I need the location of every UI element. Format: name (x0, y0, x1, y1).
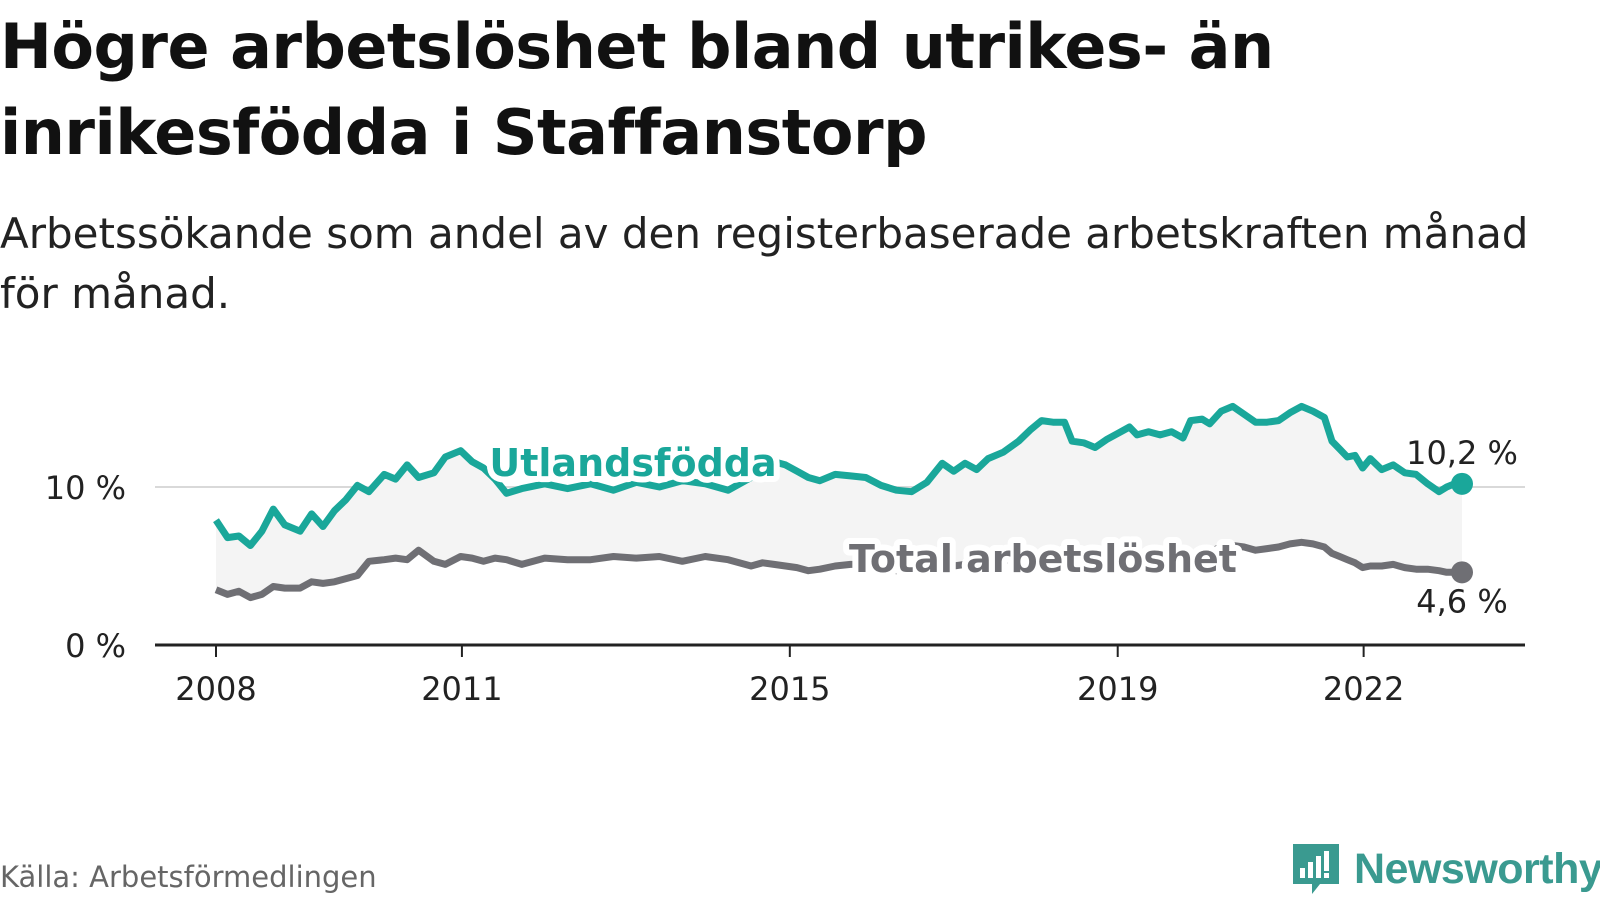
x-tick-label-2015: 2015 (749, 670, 830, 708)
x-tick-label-2022: 2022 (1323, 670, 1404, 708)
gap-band (216, 406, 1462, 598)
series-label-foreign-born-text: Utlandsfödda (489, 441, 776, 485)
end-marker-foreign-born (1451, 472, 1473, 495)
unemployment-line-chart: 2008 2011 2015 2019 2022 0 % 10 % Utlandsfödda… (45, 402, 1525, 708)
x-tick-label-2011: 2011 (421, 670, 502, 708)
end-value-foreign-born: 10,2 % (1406, 434, 1518, 472)
chart-axes: 2008 2011 2015 2019 2022 0 % 10 % (45, 469, 1525, 708)
x-tick-label-2008: 2008 (175, 670, 256, 708)
series-label-total-halo: Total arbetslöshet (849, 537, 1237, 581)
source-note: Källa: Arbetsförmedlingen (0, 860, 377, 894)
newsworthy-logo-icon (1293, 844, 1339, 894)
series-line-total (214, 538, 1462, 602)
brand-logo[interactable]: Newsworthy (1290, 842, 1600, 896)
series-line-foreign-born (213, 402, 1462, 549)
end-marker-total (1451, 561, 1473, 584)
x-tick-label-2019: 2019 (1077, 670, 1158, 708)
end-value-total: 4,6 % (1416, 582, 1507, 620)
series-label-foreign-born-halo: Utlandsfödda (489, 441, 776, 485)
page-title: Högre arbetslöshet bland utrikes- än inr… (0, 10, 1274, 169)
brand-name: Newsworthy (1354, 844, 1600, 893)
subtitle: Arbetssökande som andel av den registerb… (0, 209, 1529, 318)
y-tick-label-0: 0 % (65, 627, 126, 665)
y-tick-label-10: 10 % (45, 469, 126, 507)
series-label-total-text: Total arbetslöshet (849, 537, 1237, 581)
